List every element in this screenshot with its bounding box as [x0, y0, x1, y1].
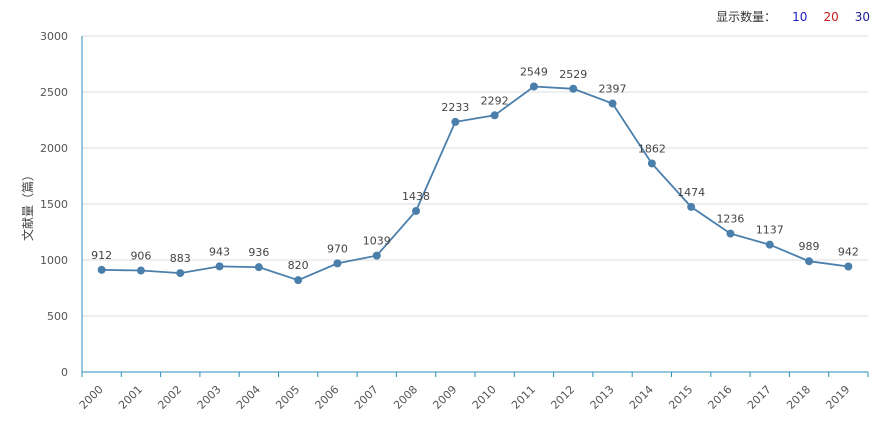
- data-point-2011: [529, 82, 538, 91]
- data-point-2009: [451, 117, 460, 126]
- data-point-2005: [294, 276, 303, 285]
- x-tick-label-2012: 2012: [548, 383, 577, 412]
- data-label-2007: 1039: [363, 235, 391, 248]
- x-tick-label-2002: 2002: [155, 383, 184, 412]
- data-label-2006: 970: [327, 242, 348, 255]
- y-tick-label-1000: 1000: [40, 254, 68, 267]
- data-label-2002: 883: [170, 252, 191, 265]
- count-option-20[interactable]: 20: [823, 9, 839, 24]
- data-point-2015: [687, 202, 696, 211]
- x-tick-label-2006: 2006: [313, 383, 342, 412]
- data-label-2010: 2292: [481, 94, 509, 107]
- data-label-2000: 912: [91, 249, 112, 262]
- y-axis-label: 文献量（篇）: [20, 169, 35, 241]
- data-label-2014: 1862: [638, 142, 666, 155]
- y-tick-label-3000: 3000: [40, 30, 68, 43]
- data-point-2018: [805, 257, 814, 266]
- x-tick-label-2010: 2010: [470, 383, 499, 412]
- data-point-2003: [215, 262, 224, 271]
- x-tick-label-2008: 2008: [391, 383, 420, 412]
- count-option-30[interactable]: 30: [854, 9, 870, 24]
- x-tick-label-2004: 2004: [234, 383, 263, 412]
- x-tick-label-2001: 2001: [116, 383, 145, 412]
- data-label-2013: 2397: [599, 83, 627, 96]
- x-tick-label-2011: 2011: [509, 383, 538, 412]
- x-tick-label-2013: 2013: [588, 383, 617, 412]
- data-point-2014: [647, 159, 656, 168]
- x-tick-label-2007: 2007: [352, 383, 381, 412]
- data-label-2019: 942: [838, 245, 859, 258]
- data-point-2004: [254, 263, 263, 272]
- data-label-2011: 2549: [520, 66, 548, 79]
- data-label-2005: 820: [288, 259, 309, 272]
- x-tick-label-2005: 2005: [273, 383, 302, 412]
- data-point-2012: [569, 84, 578, 93]
- x-tick-label-2015: 2015: [666, 383, 695, 412]
- x-tick-label-2016: 2016: [706, 383, 735, 412]
- data-point-2019: [844, 262, 853, 271]
- series-line: [101, 85, 849, 282]
- data-labels: 912 906 883 943 936 820 970 1039 1438 2233 2292 254…: [91, 66, 859, 273]
- data-label-2004: 936: [248, 246, 269, 259]
- x-tick-label-2009: 2009: [430, 383, 459, 412]
- data-point-2008: [412, 206, 421, 215]
- data-point-2000: [97, 265, 106, 274]
- data-label-2017: 1137: [756, 224, 784, 237]
- y-tick-label-1500: 1500: [40, 198, 68, 211]
- x-tick-label-2019: 2019: [823, 383, 852, 412]
- data-point-2013: [608, 99, 617, 108]
- data-label-2008: 1438: [402, 190, 430, 203]
- data-label-2012: 2529: [559, 68, 587, 81]
- y-tick-label-2000: 2000: [40, 142, 68, 155]
- data-point-2007: [372, 251, 381, 260]
- display-count-label: 显示数量：: [716, 10, 777, 24]
- data-point-2016: [726, 229, 735, 238]
- data-label-2009: 2233: [441, 101, 469, 114]
- data-point-2017: [765, 240, 774, 249]
- data-label-2016: 1236: [716, 213, 744, 226]
- data-point-2010: [490, 111, 499, 120]
- y-tick-label-500: 500: [47, 310, 68, 323]
- display-count-bar: 显示数量： 10 20 30: [716, 8, 870, 25]
- y-tick-label-2500: 2500: [40, 86, 68, 99]
- x-tick-label-2014: 2014: [627, 383, 656, 412]
- data-label-2003: 943: [209, 245, 230, 258]
- x-tick-label-2017: 2017: [745, 383, 774, 412]
- data-label-2018: 989: [799, 240, 820, 253]
- x-tick-label-2003: 2003: [195, 383, 224, 412]
- y-tick-label-0: 0: [61, 366, 68, 379]
- count-option-10[interactable]: 10: [792, 9, 808, 24]
- data-point-2002: [176, 269, 185, 278]
- data-label-2015: 1474: [677, 186, 705, 199]
- x-tick-label-2018: 2018: [784, 383, 813, 412]
- data-label-2001: 906: [130, 250, 151, 263]
- x-tick-label-2000: 2000: [77, 383, 106, 412]
- data-point-2006: [333, 259, 342, 268]
- data-point-2001: [136, 266, 145, 275]
- series: [97, 82, 853, 285]
- grid-lines: [82, 35, 868, 317]
